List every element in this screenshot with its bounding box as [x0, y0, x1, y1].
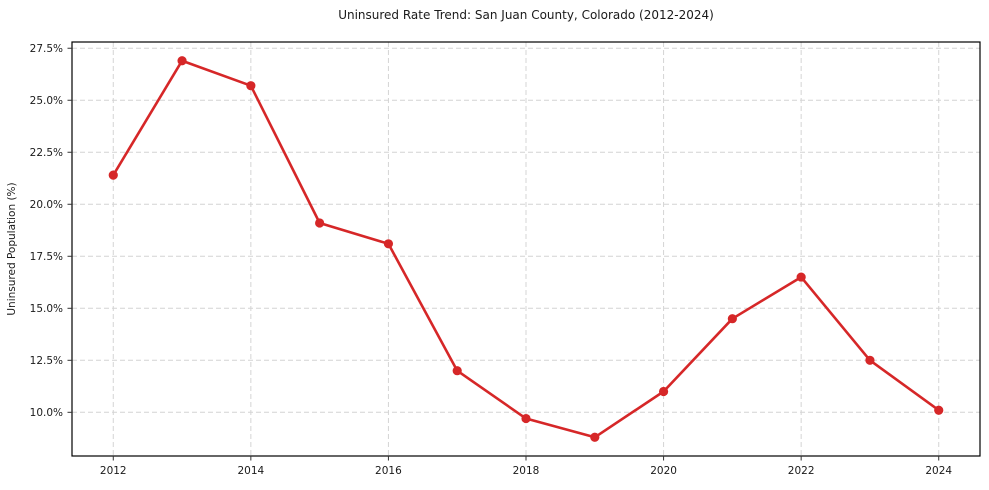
- data-point: [796, 272, 806, 282]
- data-point: [521, 413, 531, 424]
- data-point: [383, 239, 394, 249]
- data-point: [934, 405, 944, 415]
- y-tick-label: 17.5%: [30, 251, 63, 263]
- data-point: [246, 81, 256, 91]
- data-point: [590, 432, 600, 442]
- y-tick-label: 25.0%: [30, 95, 63, 107]
- y-tick-label: 27.5%: [30, 43, 63, 55]
- plot-border: [71, 41, 981, 457]
- data-point: [108, 170, 118, 180]
- data-point: [177, 56, 187, 66]
- data-point: [315, 218, 325, 228]
- x-tick-label: 2016: [375, 465, 402, 477]
- y-tick-label: 22.5%: [30, 147, 63, 159]
- x-tick-label: 2012: [100, 465, 127, 477]
- y-tick-label: 10.0%: [30, 407, 63, 419]
- y-tick-label: 12.5%: [30, 355, 63, 367]
- data-point: [452, 366, 462, 376]
- x-tick-label: 2020: [650, 465, 677, 477]
- data-point: [727, 314, 737, 324]
- x-tick-label: 2018: [513, 465, 540, 477]
- chart-title: Uninsured Rate Trend: San Juan County, C…: [338, 8, 714, 22]
- x-tick-label: 2022: [788, 465, 815, 477]
- x-tick-label: 2024: [925, 465, 952, 477]
- x-tick-label: 2014: [237, 465, 264, 477]
- y-tick-label: 20.0%: [30, 199, 63, 211]
- data-point: [658, 386, 669, 397]
- y-tick-label: 15.0%: [30, 303, 63, 315]
- data-point: [865, 355, 875, 365]
